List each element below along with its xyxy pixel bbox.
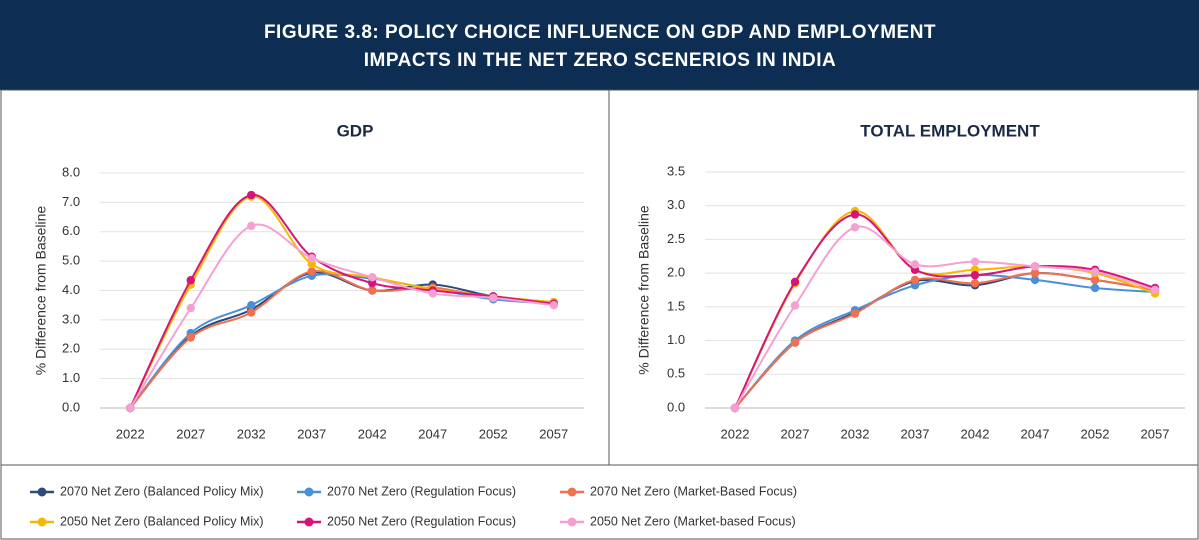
y-axis-label: % Difference from Baseline xyxy=(636,205,652,375)
legend-swatch xyxy=(37,517,47,527)
x-tick-label: 2057 xyxy=(539,426,568,441)
y-tick-label: 2.0 xyxy=(667,265,685,280)
data-point xyxy=(970,270,980,280)
y-tick-label: 8.0 xyxy=(62,164,80,179)
data-point xyxy=(307,259,316,269)
frame xyxy=(0,89,1199,540)
x-tick-label: 2047 xyxy=(418,426,447,441)
y-tick-label: 0.5 xyxy=(667,366,685,381)
x-tick-label: 2037 xyxy=(297,426,326,441)
data-point xyxy=(186,276,195,285)
data-point xyxy=(549,300,558,310)
y-tick-label: 4.0 xyxy=(62,282,80,297)
data-point xyxy=(428,289,437,298)
data-point xyxy=(850,309,860,318)
figure-title: IMPACTS IN THE NET ZERO SCENERIOS IN IND… xyxy=(364,50,836,71)
x-tick-label: 2027 xyxy=(176,426,205,441)
data-point xyxy=(1030,275,1040,285)
data-point xyxy=(970,279,980,288)
data-point xyxy=(368,273,377,282)
legend-swatch xyxy=(304,487,314,497)
data-point xyxy=(1090,267,1100,276)
y-tick-label: 2.5 xyxy=(667,231,685,246)
legend-swatch xyxy=(567,517,577,527)
legend-label: 2070 Net Zero (Balanced Policy Mix) xyxy=(60,484,264,498)
chart-title: GDP xyxy=(337,121,374,140)
data-point xyxy=(186,303,195,313)
data-point xyxy=(910,260,920,269)
x-tick-label: 2022 xyxy=(116,426,145,441)
x-tick-label: 2042 xyxy=(358,426,387,441)
y-tick-label: 0.0 xyxy=(667,399,685,414)
data-point xyxy=(489,293,498,303)
data-point xyxy=(1090,283,1100,293)
series-line: 2050 Net Zero (Market-based Focus) xyxy=(734,225,1156,409)
figure-title: FIGURE 3.8: POLICY CHOICE INFLUENCE ON G… xyxy=(264,22,936,43)
data-point xyxy=(186,333,195,342)
legend-swatch xyxy=(304,517,314,527)
data-point xyxy=(247,308,256,317)
x-tick-label: 2032 xyxy=(237,426,266,441)
y-tick-label: 1.5 xyxy=(667,298,685,313)
series-line: 2050 Net Zero (Balanced Policy Mix) xyxy=(734,210,1156,409)
y-tick-label: 1.0 xyxy=(62,370,80,385)
y-tick-label: 3.0 xyxy=(667,197,685,212)
legend-label: 2070 Net Zero (Market-Based Focus) xyxy=(590,484,797,498)
data-point xyxy=(247,300,256,310)
data-point xyxy=(970,257,980,266)
chart-title: TOTAL EMPLOYMENT xyxy=(860,121,1040,140)
x-tick-label: 2042 xyxy=(961,426,990,441)
y-tick-label: 5.0 xyxy=(62,253,80,268)
data-point xyxy=(1150,285,1160,295)
data-point xyxy=(850,210,860,219)
y-tick-label: 7.0 xyxy=(62,194,80,209)
data-point xyxy=(307,267,316,276)
data-point xyxy=(790,277,800,287)
data-point xyxy=(790,301,800,310)
y-tick-label: 2.0 xyxy=(62,341,80,356)
series-line: 2050 Net Zero (Market-based Focus) xyxy=(129,223,554,409)
data-point xyxy=(1090,275,1100,285)
legend-label: 2050 Net Zero (Balanced Policy Mix) xyxy=(60,514,264,528)
header-band xyxy=(0,0,1199,90)
data-point xyxy=(910,275,920,285)
y-axis-label: % Difference from Baseline xyxy=(33,206,49,376)
data-point xyxy=(1030,268,1040,278)
y-tick-label: 0.0 xyxy=(62,399,80,414)
x-tick-label: 2027 xyxy=(781,426,810,441)
x-tick-label: 2057 xyxy=(1141,426,1170,441)
data-point xyxy=(730,403,740,413)
legend-swatch xyxy=(567,487,577,497)
data-point xyxy=(790,338,800,347)
x-tick-label: 2052 xyxy=(479,426,508,441)
y-tick-label: 3.5 xyxy=(667,163,685,178)
data-point xyxy=(1030,262,1040,271)
legend-label: 2050 Net Zero (Market-based Focus) xyxy=(590,514,796,528)
legend-label: 2050 Net Zero (Regulation Focus) xyxy=(327,514,516,528)
legend-label: 2070 Net Zero (Regulation Focus) xyxy=(327,484,516,498)
data-point xyxy=(307,253,316,263)
x-tick-label: 2052 xyxy=(1081,426,1110,441)
x-tick-label: 2022 xyxy=(721,426,750,441)
x-tick-label: 2047 xyxy=(1021,426,1050,441)
data-point xyxy=(850,223,860,232)
y-tick-label: 6.0 xyxy=(62,223,80,238)
data-point xyxy=(368,286,377,295)
x-tick-label: 2037 xyxy=(901,426,930,441)
data-point xyxy=(247,221,256,231)
x-tick-label: 2032 xyxy=(841,426,870,441)
y-tick-label: 1.0 xyxy=(667,332,685,347)
legend-swatch xyxy=(37,487,47,497)
series-line: 2050 Net Zero (Regulation Focus) xyxy=(734,213,1156,409)
data-point xyxy=(247,190,256,200)
data-point xyxy=(368,278,377,288)
data-point xyxy=(126,403,135,413)
y-tick-label: 3.0 xyxy=(62,311,80,326)
